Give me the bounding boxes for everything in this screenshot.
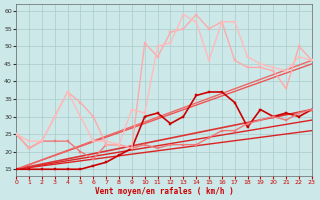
- X-axis label: Vent moyen/en rafales ( km/h ): Vent moyen/en rafales ( km/h ): [95, 187, 233, 196]
